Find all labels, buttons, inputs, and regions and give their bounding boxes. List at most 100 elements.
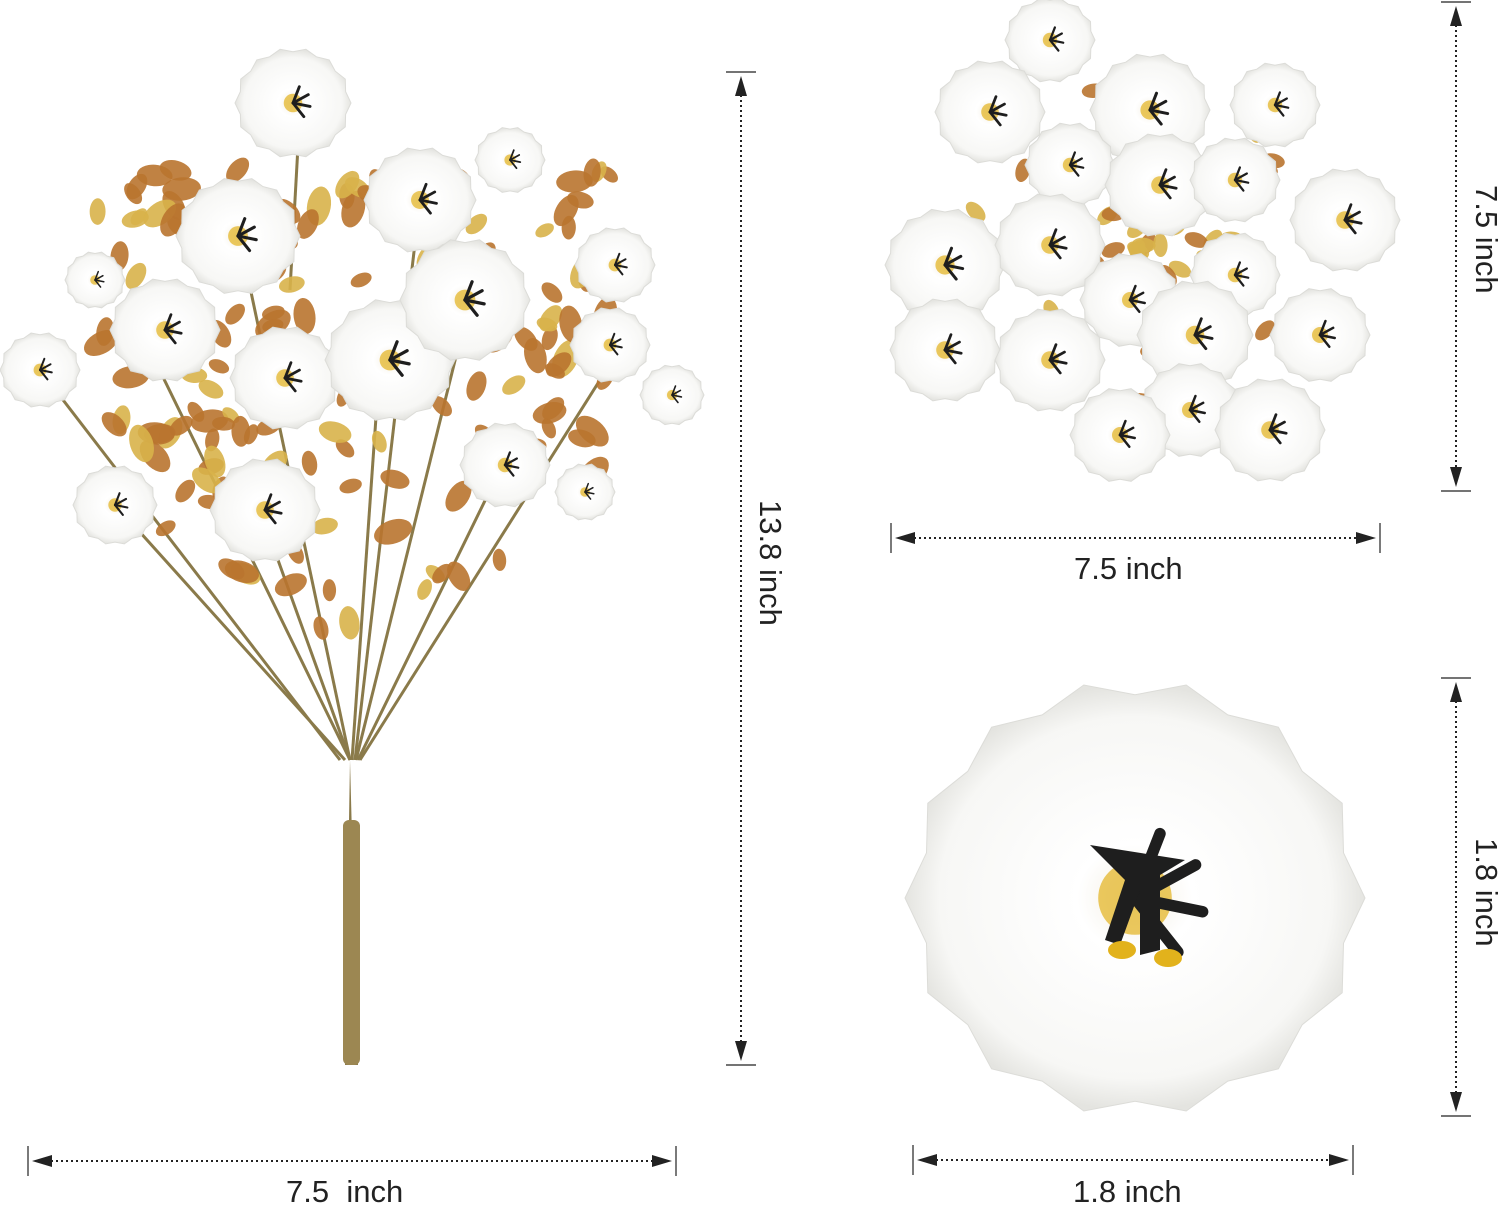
stamen bbox=[1233, 273, 1250, 279]
stamen bbox=[263, 508, 283, 515]
stamen bbox=[503, 463, 520, 469]
stamen bbox=[1193, 317, 1203, 337]
pollen bbox=[1108, 941, 1136, 959]
leaf bbox=[1153, 233, 1168, 258]
stamen bbox=[1048, 38, 1060, 52]
single-flower-height-dimension bbox=[1441, 677, 1471, 1117]
stamen bbox=[463, 280, 474, 302]
stamen bbox=[1148, 99, 1168, 112]
stamen bbox=[1118, 419, 1127, 437]
stamen bbox=[614, 258, 627, 266]
stamen bbox=[1233, 178, 1245, 192]
stamen bbox=[1128, 298, 1141, 313]
stamen bbox=[263, 508, 277, 525]
stem bbox=[350, 359, 382, 761]
stamen bbox=[671, 389, 682, 396]
stamen bbox=[1158, 168, 1168, 187]
leaf bbox=[175, 479, 196, 503]
bouquet-width-dimension bbox=[27, 1146, 677, 1176]
stamen bbox=[418, 198, 438, 205]
arrow-head bbox=[1450, 6, 1462, 26]
stamen bbox=[1318, 333, 1336, 340]
stamen bbox=[1188, 401, 1205, 412]
stamen bbox=[418, 198, 432, 215]
leaf bbox=[445, 480, 472, 512]
stamen bbox=[609, 332, 616, 346]
stamen bbox=[418, 190, 437, 202]
leaf bbox=[169, 415, 193, 436]
stamen bbox=[1268, 428, 1282, 445]
leaf bbox=[155, 520, 176, 537]
pistil bbox=[1090, 845, 1185, 955]
stamen bbox=[988, 95, 998, 114]
leaf bbox=[447, 561, 471, 591]
leaf bbox=[466, 371, 487, 401]
stamen bbox=[1233, 172, 1248, 182]
leaf bbox=[541, 282, 563, 303]
leaf bbox=[553, 194, 579, 227]
leaf bbox=[225, 303, 245, 325]
arrow-head bbox=[1356, 532, 1376, 544]
stamen bbox=[1193, 333, 1214, 340]
leaf bbox=[417, 579, 432, 600]
leaf bbox=[124, 183, 143, 205]
stamen bbox=[283, 368, 301, 380]
leaf bbox=[535, 223, 554, 238]
stamen bbox=[509, 159, 518, 170]
leaf bbox=[96, 317, 114, 346]
leaf bbox=[431, 396, 452, 417]
leaf bbox=[212, 416, 235, 431]
stamen bbox=[388, 349, 409, 362]
stamen bbox=[1343, 210, 1361, 222]
leaf bbox=[536, 317, 558, 332]
stamen bbox=[671, 394, 679, 404]
stamen bbox=[671, 385, 677, 396]
stem-wrap bbox=[343, 820, 360, 1065]
stem bbox=[38, 369, 342, 761]
leaf bbox=[226, 157, 250, 183]
stamen bbox=[1343, 218, 1363, 225]
stamen bbox=[943, 263, 958, 281]
stamen bbox=[609, 344, 619, 356]
stamen bbox=[163, 320, 181, 332]
stamen bbox=[1048, 243, 1062, 260]
stamen bbox=[291, 85, 301, 105]
cluster-width-label: 7.5 inch bbox=[1074, 551, 1183, 586]
stamen bbox=[1158, 183, 1172, 200]
stamen bbox=[1188, 394, 1197, 412]
stamen bbox=[263, 493, 273, 512]
arrow-head bbox=[1329, 1154, 1349, 1166]
stamen bbox=[509, 154, 521, 161]
stamen bbox=[1268, 413, 1278, 432]
leaf bbox=[187, 401, 205, 422]
stamen bbox=[1158, 183, 1178, 190]
leaf bbox=[339, 606, 360, 640]
leaf bbox=[374, 518, 413, 545]
stamen bbox=[39, 363, 52, 371]
cluster-height-dimension bbox=[1441, 1, 1471, 492]
stamen bbox=[463, 298, 479, 317]
leaf bbox=[380, 469, 410, 489]
stamen bbox=[283, 361, 293, 380]
cluster-height-label: 7.5 inch bbox=[1469, 185, 1500, 294]
leaf bbox=[371, 430, 387, 453]
stamen bbox=[1128, 291, 1145, 302]
single-flower-height-label: 1.8 inch bbox=[1469, 838, 1500, 947]
stamen bbox=[1343, 203, 1353, 222]
single-flower bbox=[904, 684, 1366, 1112]
stamen bbox=[1233, 261, 1242, 277]
leaf bbox=[545, 352, 572, 377]
leaf bbox=[339, 478, 362, 494]
leaf bbox=[965, 201, 986, 222]
bouquet-width-label: 7.5 inch bbox=[286, 1174, 404, 1205]
stamen bbox=[1273, 103, 1290, 109]
stamen bbox=[1048, 235, 1066, 247]
stamen bbox=[1068, 151, 1077, 167]
stamen bbox=[614, 264, 628, 269]
stamen bbox=[1148, 108, 1163, 126]
leaf bbox=[125, 262, 147, 290]
leaf bbox=[89, 198, 106, 225]
leaf bbox=[204, 445, 226, 478]
stamen bbox=[1233, 178, 1250, 184]
